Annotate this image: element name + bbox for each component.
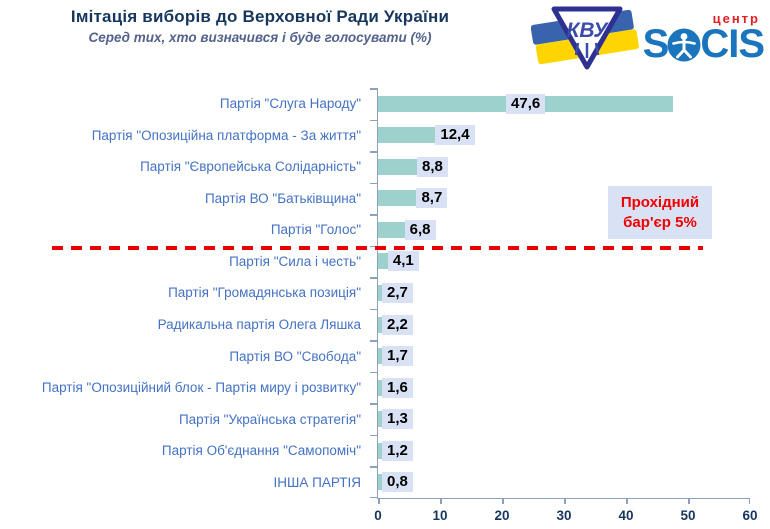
x-axis-tick-label: 20	[494, 508, 510, 523]
y-axis-tick	[370, 182, 378, 185]
chart-header: Імітація виборів до Верховної Ради Украї…	[0, 7, 520, 45]
threshold-annotation-line1: Прохідний	[620, 193, 700, 211]
x-axis-tick	[688, 498, 690, 504]
y-axis-tick	[370, 88, 378, 90]
y-axis-tick	[370, 277, 378, 279]
y-axis-tick	[370, 466, 378, 468]
category-label: Партія "Українська стратегія"	[178, 411, 361, 427]
x-axis-tick	[440, 498, 442, 504]
x-axis-tick-label: 10	[432, 508, 448, 523]
value-label: 1,6	[382, 377, 413, 398]
value-label: 6,8	[404, 219, 436, 240]
kvu-logo: КВУ	[530, 6, 639, 70]
x-axis-tick	[748, 498, 750, 504]
socis-center-label: центр	[712, 10, 760, 26]
y-axis-tick	[370, 151, 378, 153]
socis-person-icon	[667, 28, 701, 61]
x-axis-tick-label: 60	[742, 508, 758, 523]
value-label: 12,4	[435, 125, 475, 146]
category-label: Партія ВО "Свобода"	[229, 348, 361, 364]
y-axis-tick	[370, 371, 378, 374]
value-label: 1,3	[382, 409, 413, 430]
socis-wordmark: S CIS	[642, 21, 765, 66]
category-label: Партія "Сила і честь"	[229, 253, 361, 269]
kvu-logo-strokes	[574, 42, 599, 58]
category-label: Радикальна партія Олега Ляшка	[157, 317, 361, 333]
socis-logo: центр S CIS	[642, 10, 765, 66]
value-label: 0,8	[382, 472, 413, 493]
value-label: 8,8	[417, 156, 448, 177]
category-label: ІНША ПАРТІЯ	[273, 474, 361, 490]
y-axis-tick	[370, 403, 378, 405]
category-label: Партія ВО "Батьківщина"	[204, 190, 361, 206]
x-axis-tick-label: 50	[680, 508, 696, 523]
value-label: 1,2	[382, 440, 413, 461]
bar	[378, 474, 383, 491]
value-label: 8,7	[416, 188, 448, 209]
kvu-triangle	[551, 6, 623, 70]
category-label: Партія "Слуга Народу"	[219, 96, 361, 112]
category-label: Партія "Громадянська позиція"	[168, 285, 361, 301]
category-label: Партія Об'єднання "Самопоміч"	[161, 443, 361, 459]
threshold-dashed-line	[52, 246, 703, 250]
x-axis-tick	[502, 498, 504, 504]
category-label: Партія "Опозиційний блок - Партія миру і…	[41, 380, 361, 396]
value-label: 47,6	[506, 93, 546, 114]
value-label: 2,2	[382, 314, 413, 335]
x-axis-tick	[378, 498, 380, 504]
category-label: Партія "Європейська Солідарність"	[140, 159, 361, 175]
x-axis-tick-label: 0	[374, 508, 382, 523]
category-labels: Партія "Слуга Народу" Партія "Опозиційна …	[0, 88, 369, 498]
y-axis-tick	[370, 119, 378, 122]
x-axis-tick-label: 40	[618, 508, 634, 523]
plot-area: 47,6 12,4 8,8 8,7 6,8 4,1 2,7 2,2 1,7 1,6 1,3 1,2 0,…	[370, 88, 758, 523]
socis-letters-cis: CIS	[700, 21, 765, 66]
category-label: Партія "Опозиційна платформа - За життя"	[91, 127, 361, 143]
x-axis-tick-label: 30	[556, 508, 572, 523]
threshold-annotation-line2: бар'єр 5%	[623, 213, 697, 231]
value-label: 1,7	[382, 346, 413, 367]
y-axis-tick	[370, 308, 378, 311]
page-title: Імітація виборів до Верховної Ради Украї…	[70, 7, 450, 26]
y-axis-tick	[370, 434, 378, 437]
value-label: 4,1	[387, 251, 419, 272]
x-axis-tick	[626, 498, 628, 504]
socis-letter-s: S	[642, 21, 670, 66]
logo-block: КВУ центр S CIS	[530, 2, 765, 74]
kvu-logo-text: КВУ	[566, 19, 609, 42]
bar	[378, 442, 386, 459]
page-subtitle: Серед тих, хто визначився і буде голосув…	[88, 30, 432, 45]
y-axis-tick	[370, 496, 378, 498]
value-label: 2,7	[382, 283, 413, 303]
category-label: Партія "Голос"	[270, 222, 361, 238]
y-axis-tick	[370, 214, 378, 216]
threshold-annotation: Прохідний бар'єр 5%	[608, 186, 712, 239]
x-axis-tick	[564, 498, 566, 504]
y-axis-tick	[370, 340, 378, 342]
